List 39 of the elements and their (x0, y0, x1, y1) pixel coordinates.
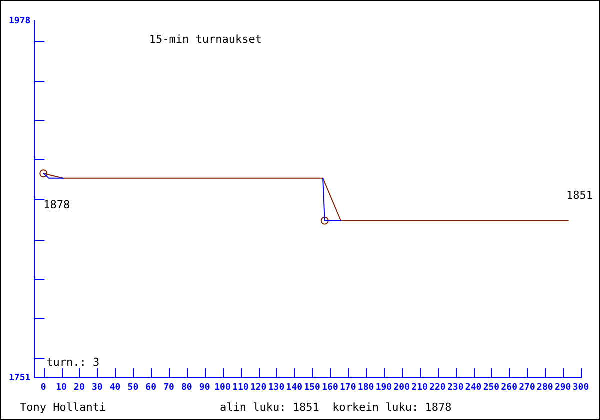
x-tick-label: 230 (447, 382, 464, 393)
y-tick-label: 1751 (8, 374, 31, 384)
x-tick-label: 160 (322, 382, 338, 393)
annotation: 1878 (44, 198, 70, 212)
text: 15-min turnaukset (149, 33, 262, 46)
text: Tony Hollanti (20, 401, 106, 414)
x-tick-label: 190 (376, 382, 392, 393)
x-tick-label: 10 (56, 382, 67, 393)
x-tick-label: 150 (304, 382, 320, 393)
x-tick-label: 250 (483, 382, 500, 393)
x-tick-label: 80 (182, 382, 192, 393)
x-tick-label: 300 (572, 382, 590, 393)
x-tick-label: 220 (430, 382, 446, 393)
x-tick-label: 260 (501, 382, 518, 393)
x-tick-label: 90 (199, 382, 210, 393)
annotation: turn.: 3 (46, 356, 100, 370)
x-tick-label: 0 (40, 382, 46, 393)
x-tick-label: 100 (214, 382, 231, 393)
x-tick-label: 60 (146, 382, 157, 393)
x-tick-label: 50 (128, 382, 139, 393)
x-tick-label: 120 (250, 382, 267, 393)
x-tick-label: 130 (268, 382, 285, 393)
x-tick-label: 280 (537, 382, 554, 393)
x-tick-label: 200 (394, 382, 410, 393)
x-tick-label: 270 (519, 382, 536, 393)
x-tick-label: 70 (164, 382, 174, 393)
x-tick-label: 240 (465, 382, 482, 393)
x-tick-label: 20 (74, 382, 85, 393)
x-tick-label: 170 (340, 382, 356, 393)
x-tick-label: 290 (554, 382, 572, 393)
y-tick-label: 1978 (8, 16, 31, 26)
x-tick-label: 40 (110, 382, 121, 393)
x-tick-label: 30 (92, 382, 103, 393)
x-tick-label: 110 (232, 382, 249, 393)
x-tick-label: 180 (358, 382, 374, 393)
x-tick-label: 210 (412, 382, 428, 393)
x-tick-label: 140 (286, 382, 303, 393)
text: alin luku: 1851 korkein luku: 1878 (220, 401, 452, 414)
annotation: 1851 (566, 188, 593, 202)
